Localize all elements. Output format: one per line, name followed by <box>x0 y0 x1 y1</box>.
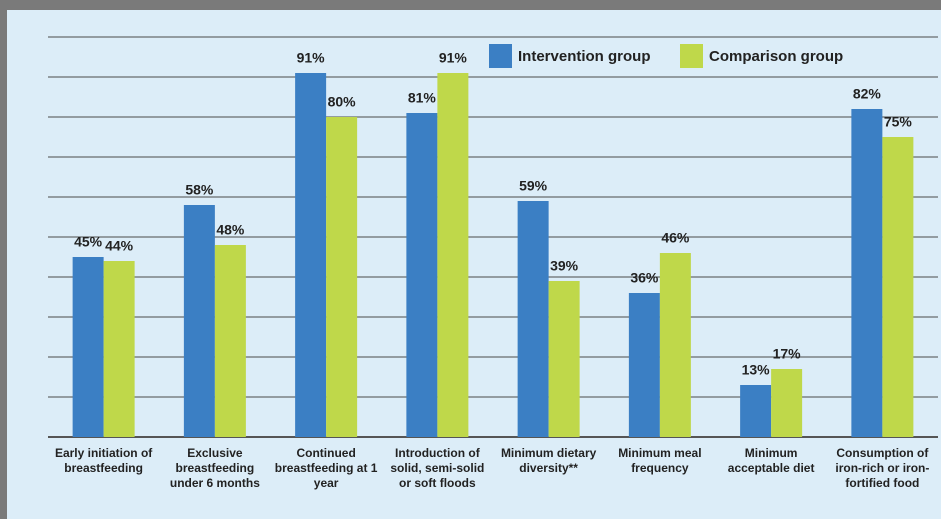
bar <box>771 369 803 437</box>
value-label: 91% <box>439 50 468 66</box>
x-tick-label: Early initiation of breastfeeding <box>54 446 153 475</box>
bar <box>882 137 914 437</box>
value-label: 75% <box>884 114 913 130</box>
legend-swatch <box>489 44 512 68</box>
bar <box>103 261 135 437</box>
value-label: 59% <box>519 178 548 194</box>
legend-label: Comparison group <box>709 48 843 65</box>
x-tick-label: Consumption of iron-rich or iron-fortifi… <box>835 446 930 490</box>
value-label: 13% <box>742 362 771 378</box>
bar <box>517 201 549 437</box>
bar <box>659 253 691 437</box>
x-tick-label: Exclusive breastfeeding under 6 months <box>169 446 260 490</box>
x-tick-label: Minimum dietary diversity** <box>500 446 597 475</box>
top-strip <box>0 0 941 10</box>
value-label: 48% <box>216 222 245 238</box>
bar <box>326 117 358 437</box>
value-label: 36% <box>630 270 659 286</box>
bar <box>183 205 215 437</box>
bar <box>628 293 660 437</box>
bar <box>295 73 327 437</box>
value-label: 46% <box>661 230 690 246</box>
legend-swatch <box>680 44 703 68</box>
value-label: 81% <box>408 90 437 106</box>
value-label: 58% <box>185 182 214 198</box>
value-label: 39% <box>550 258 579 274</box>
bar <box>740 385 772 437</box>
value-label: 45% <box>74 234 103 250</box>
bar <box>437 73 469 437</box>
x-tick-label: Minimum meal frequency <box>618 446 702 475</box>
bar <box>851 109 883 437</box>
legend-label: Intervention group <box>518 48 651 65</box>
bar <box>72 257 104 437</box>
value-label: 91% <box>297 50 326 66</box>
x-tick-label: Introduction of solid, semi-solid or sof… <box>390 446 485 490</box>
value-label: 17% <box>773 346 802 362</box>
x-tick-label: Minimum acceptable diet <box>727 446 815 475</box>
left-strip <box>0 0 7 519</box>
bar <box>548 281 580 437</box>
value-label: 82% <box>853 86 882 102</box>
value-label: 80% <box>328 94 357 110</box>
bar <box>214 245 246 437</box>
value-label: 44% <box>105 238 134 254</box>
bar <box>406 113 438 437</box>
x-tick-label: Continued breastfeeding at 1 year <box>274 446 378 490</box>
